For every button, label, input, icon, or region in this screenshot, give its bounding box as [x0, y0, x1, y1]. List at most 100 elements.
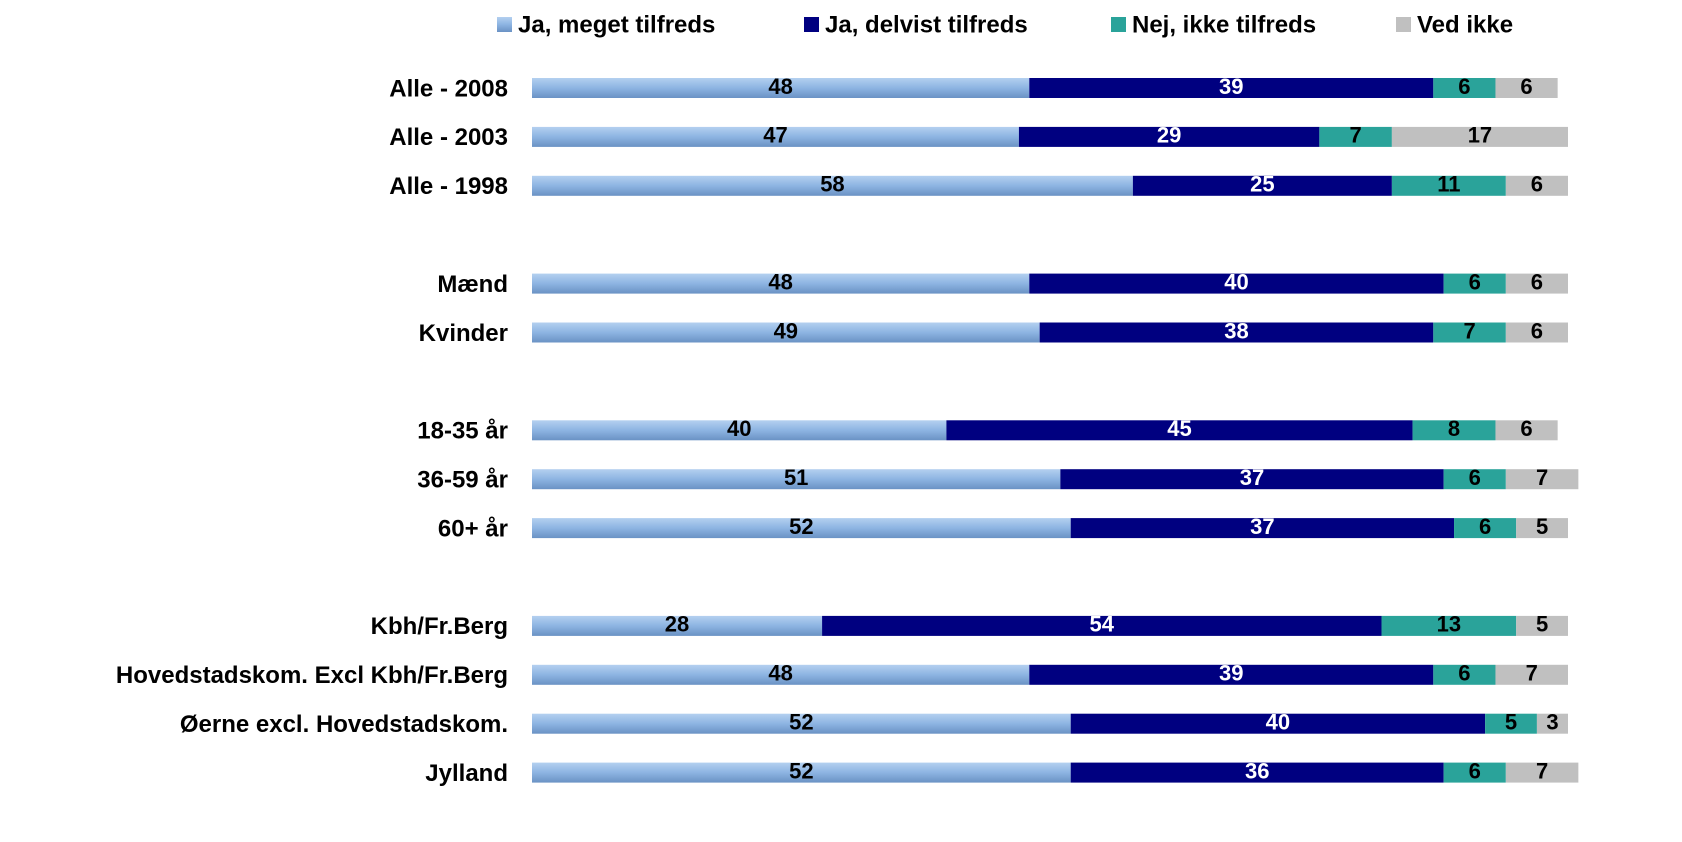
bar-segment [1516, 615, 1568, 636]
data-label: 48 [768, 74, 792, 99]
data-label: 11 [1437, 172, 1460, 197]
data-label: 52 [789, 710, 813, 735]
data-label: 6 [1469, 269, 1481, 294]
bar-segment [1495, 420, 1558, 441]
data-label: 6 [1520, 416, 1532, 441]
bar-segment [1381, 615, 1517, 636]
bar-segment [1516, 518, 1568, 539]
bar-segment [1319, 126, 1392, 147]
data-label: 5 [1505, 710, 1517, 735]
bar-segment [1029, 78, 1434, 98]
bar-segment [1536, 713, 1568, 734]
data-label: 6 [1531, 172, 1543, 197]
bar-segment [1039, 322, 1434, 343]
data-label: 25 [1250, 172, 1274, 197]
bar-segment [1029, 273, 1444, 294]
bar-segment [1070, 762, 1444, 783]
bar-segment [532, 713, 1071, 734]
data-label: 40 [727, 416, 751, 441]
data-label: 5 [1536, 514, 1548, 539]
data-label: 6 [1458, 661, 1470, 686]
legend-swatch [1111, 17, 1126, 32]
bar-segment [1443, 273, 1506, 294]
bar-segment [1505, 469, 1579, 490]
data-label: 7 [1536, 465, 1548, 490]
category-label: 36-59 år [417, 467, 508, 494]
bar-segment [1485, 713, 1537, 734]
bar-segment [1433, 664, 1496, 685]
data-label: 6 [1469, 758, 1481, 783]
legend-label: Ved ikke [1417, 11, 1513, 38]
data-label: 52 [789, 514, 813, 539]
legend-label: Ja, meget tilfreds [518, 11, 715, 38]
data-label: 38 [1224, 318, 1248, 343]
data-label: 7 [1536, 758, 1548, 783]
bar-segment [1029, 664, 1434, 685]
data-label: 51 [784, 465, 808, 490]
category-label: Alle - 1998 [389, 173, 508, 200]
bar-segment [822, 615, 1382, 636]
data-label: 6 [1479, 514, 1491, 539]
data-label: 6 [1469, 465, 1481, 490]
bar-segment [532, 420, 947, 441]
category-label: Hovedstadskom. Excl Kbh/Fr.Berg [116, 662, 508, 689]
legend-label: Nej, ikke tilfreds [1132, 11, 1316, 38]
data-label: 6 [1531, 269, 1543, 294]
data-label: 6 [1520, 74, 1532, 99]
bar-segment [1132, 175, 1392, 196]
data-label: 40 [1224, 269, 1248, 294]
bar-segment [1505, 322, 1568, 343]
data-label: 36 [1245, 758, 1269, 783]
data-label: 48 [768, 661, 792, 686]
legend-swatch [804, 17, 819, 32]
category-label: Kbh/Fr.Berg [371, 613, 508, 640]
data-label: 47 [763, 123, 787, 148]
data-label: 52 [789, 758, 813, 783]
data-label: 54 [1090, 612, 1115, 637]
bar-segment [532, 322, 1040, 343]
data-label: 6 [1458, 74, 1470, 99]
bar-segment [1412, 420, 1496, 441]
bar-segment [1443, 762, 1506, 783]
bar-segment [1495, 664, 1568, 685]
bar-segment [1391, 175, 1506, 196]
category-label: Alle - 2003 [389, 124, 508, 151]
category-label: Kvinder [419, 320, 508, 347]
data-label: 58 [820, 172, 844, 197]
category-label: Øerne excl. Hovedstadskom. [180, 711, 508, 738]
bar-segment [1018, 126, 1320, 147]
data-label: 40 [1266, 710, 1290, 735]
data-label: 7 [1463, 318, 1475, 343]
bar-segment [946, 420, 1413, 441]
bar-segment [1443, 469, 1506, 490]
bar-segment [1505, 273, 1568, 294]
data-label: 8 [1448, 416, 1460, 441]
data-label: 39 [1219, 661, 1243, 686]
legend-label: Ja, delvist tilfreds [825, 11, 1028, 38]
bar-segment [1070, 518, 1455, 539]
data-label: 13 [1437, 612, 1461, 637]
data-label: 49 [774, 318, 798, 343]
data-label: 6 [1531, 318, 1543, 343]
legend-swatch [1396, 17, 1411, 32]
data-label: 45 [1167, 416, 1191, 441]
bar-segment [1391, 126, 1568, 147]
data-label: 17 [1468, 123, 1492, 148]
category-label: 60+ år [438, 515, 508, 542]
bar-segment [532, 469, 1061, 490]
bar-segment [1070, 713, 1486, 734]
data-label: 7 [1349, 123, 1361, 148]
bar-segment [532, 664, 1030, 685]
data-label: 5 [1536, 612, 1548, 637]
bar-segment [1495, 78, 1558, 98]
data-label: 29 [1157, 123, 1181, 148]
bar-segment [532, 126, 1019, 147]
data-label: 39 [1219, 74, 1243, 99]
bar-segment [532, 273, 1030, 294]
bar-segment [1454, 518, 1517, 539]
bar-segment [1433, 322, 1506, 343]
data-label: 28 [665, 612, 689, 637]
bar-segment [1505, 175, 1568, 196]
data-label: 37 [1240, 465, 1264, 490]
